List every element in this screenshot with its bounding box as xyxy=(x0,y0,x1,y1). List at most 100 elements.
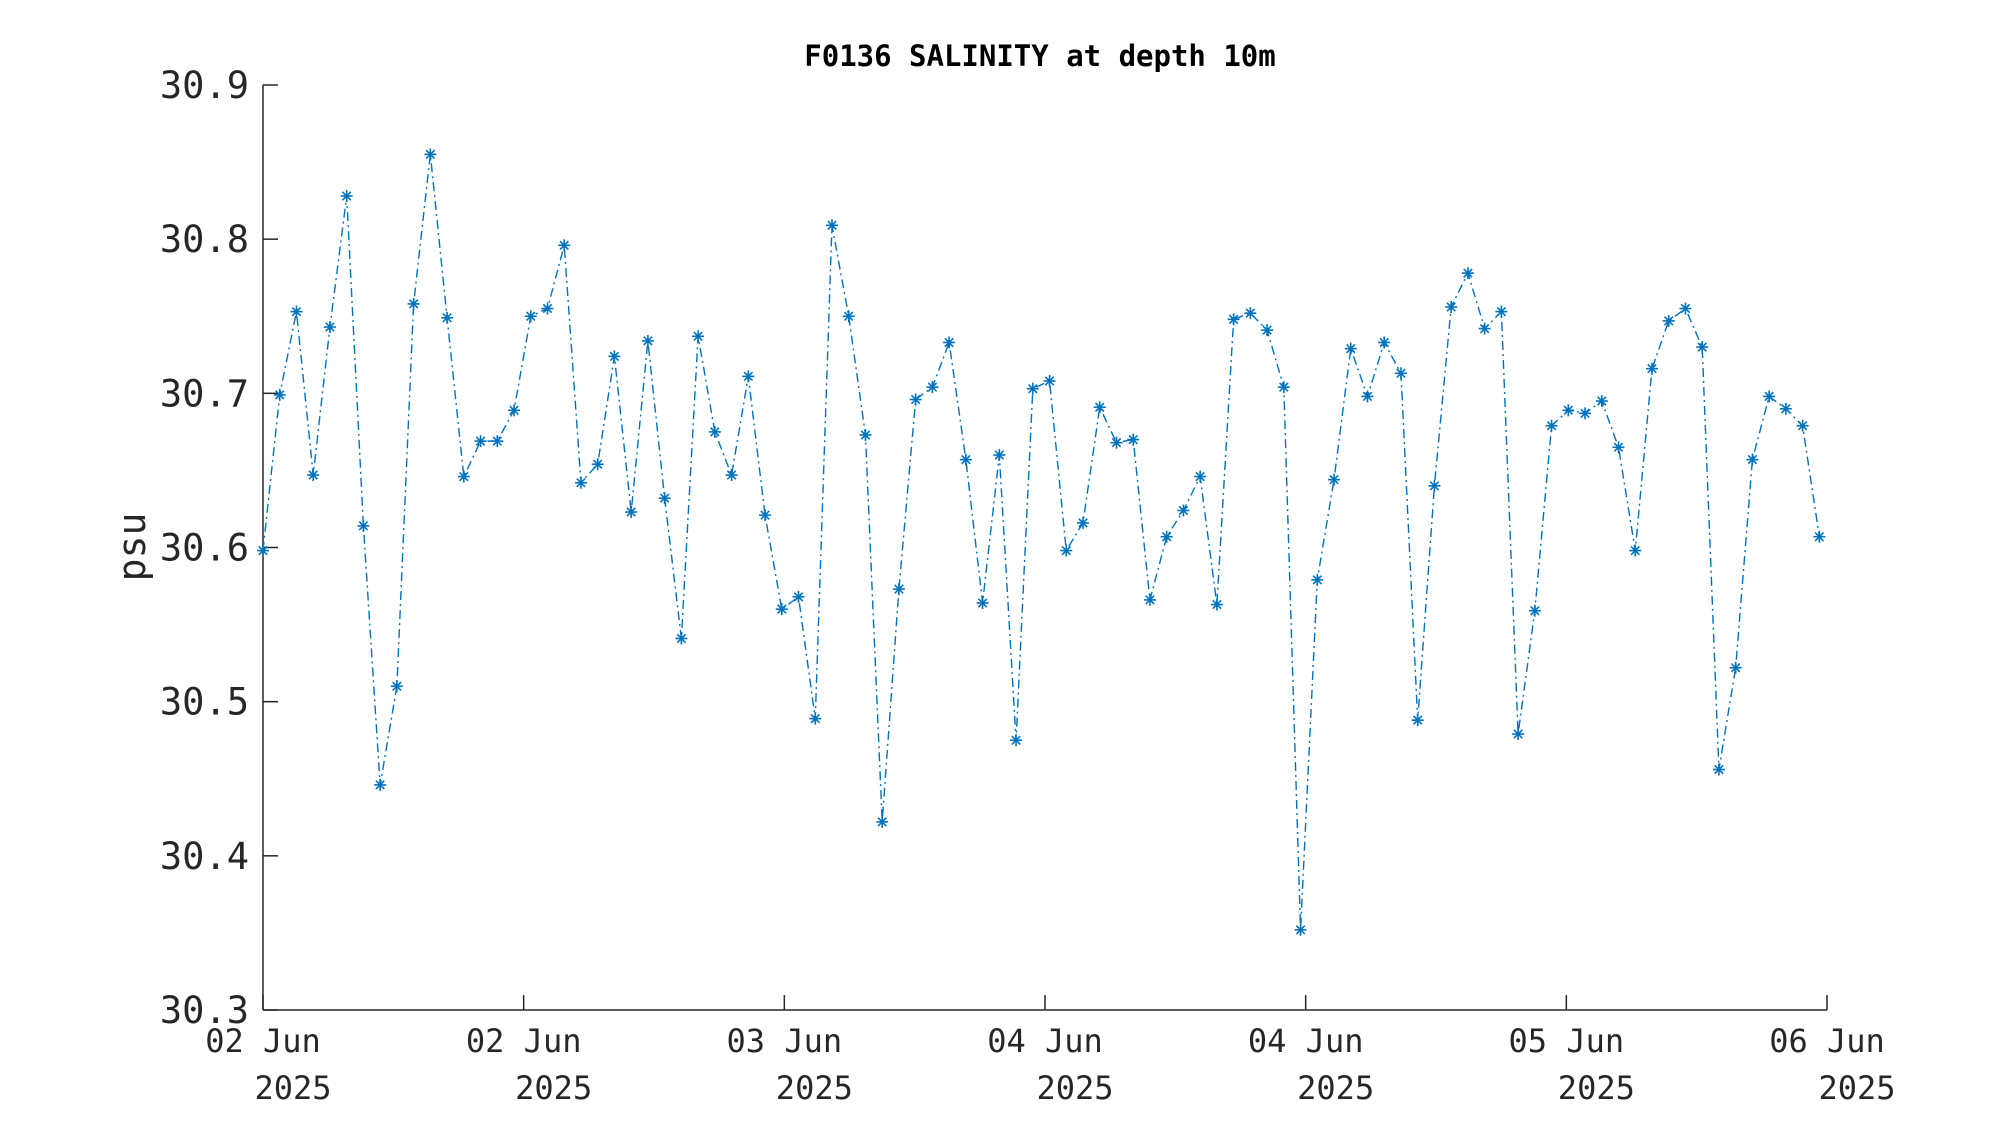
data-point xyxy=(508,404,521,417)
data-point xyxy=(524,310,537,323)
data-point xyxy=(1478,322,1491,335)
data-point xyxy=(926,381,939,394)
data-point xyxy=(1311,573,1324,586)
data-point xyxy=(625,506,638,519)
y-ticks: 30.3 30.4 30.5 30.6 30.7 30.8 30.9 xyxy=(160,64,278,1032)
x-tick-label-year: 2025 xyxy=(1036,1069,1113,1107)
data-point xyxy=(708,425,721,438)
data-point xyxy=(1779,402,1792,415)
x-tick-label-year: 2025 xyxy=(1818,1069,1895,1107)
x-tick-label-date: 02 Jun xyxy=(466,1022,582,1060)
data-point xyxy=(1026,382,1039,395)
data-point xyxy=(1428,479,1441,492)
data-point xyxy=(1394,367,1407,380)
data-point xyxy=(424,148,437,161)
y-tick-label: 30.7 xyxy=(160,372,249,415)
data-point xyxy=(290,305,303,318)
data-point xyxy=(993,449,1006,461)
data-point xyxy=(558,239,571,252)
data-point xyxy=(1579,407,1592,420)
data-point xyxy=(1277,381,1290,394)
data-point xyxy=(390,680,403,693)
data-point xyxy=(1411,714,1424,727)
data-point xyxy=(976,597,989,609)
data-point xyxy=(307,469,320,482)
y-tick-label: 30.5 xyxy=(160,681,249,724)
data-point xyxy=(491,435,504,448)
series-line xyxy=(262,154,1821,930)
data-point xyxy=(357,519,370,532)
data-point xyxy=(1528,604,1541,617)
data-point xyxy=(273,388,286,401)
data-point xyxy=(1763,390,1776,403)
x-ticks: 02 Jun 2025 02 Jun 2025 03 Jun 2025 04 Jun 2025… xyxy=(205,995,1896,1107)
data-point xyxy=(859,428,872,441)
y-tick-label: 30.6 xyxy=(160,527,249,570)
x-tick-label-year: 2025 xyxy=(1297,1069,1374,1107)
data-point xyxy=(474,435,487,448)
data-point xyxy=(825,219,838,232)
data-point xyxy=(1746,453,1759,466)
data-point xyxy=(1796,419,1809,432)
data-point xyxy=(1813,530,1826,543)
data-point xyxy=(675,632,688,645)
x-tick-label-date: 04 Jun xyxy=(1248,1022,1364,1060)
data-point xyxy=(257,544,269,557)
x-tick-label-year: 2025 xyxy=(1558,1069,1635,1107)
data-point xyxy=(441,311,454,324)
data-point xyxy=(842,310,855,323)
data-point xyxy=(1595,395,1608,408)
chart-title: F0136 SALINITY at depth 10m xyxy=(804,39,1275,73)
data-point xyxy=(692,330,705,343)
data-point xyxy=(909,393,922,406)
data-point xyxy=(1562,404,1575,417)
data-point xyxy=(608,350,621,363)
y-tick-label: 30.8 xyxy=(160,218,249,261)
x-tick-label-date: 05 Jun xyxy=(1509,1022,1625,1060)
data-point xyxy=(1227,313,1240,326)
y-tick-label: 30.3 xyxy=(160,989,249,1032)
x-tick-label-year: 2025 xyxy=(254,1069,331,1107)
data-point xyxy=(641,334,654,347)
data-point xyxy=(574,476,587,489)
y-tick-label: 30.4 xyxy=(160,835,249,878)
data-point xyxy=(407,297,420,310)
data-point xyxy=(1210,598,1223,611)
data-point xyxy=(1294,923,1307,936)
data-point xyxy=(1010,734,1023,747)
data-point xyxy=(725,469,738,482)
x-tick-label-date: 02 Jun xyxy=(205,1022,321,1060)
data-point xyxy=(876,815,889,828)
data-point xyxy=(1612,441,1625,454)
data-point xyxy=(1679,302,1692,315)
data-point xyxy=(1110,436,1123,449)
x-tick-label-year: 2025 xyxy=(776,1069,853,1107)
data-point xyxy=(658,492,671,505)
data-point xyxy=(1545,419,1558,432)
data-point xyxy=(1645,362,1658,375)
data-point xyxy=(1244,307,1257,320)
data-point xyxy=(340,190,353,202)
data-point xyxy=(1361,390,1374,403)
data-point xyxy=(1194,470,1207,483)
data-point xyxy=(1512,728,1525,741)
data-point xyxy=(775,603,788,616)
data-point xyxy=(792,590,805,603)
data-point xyxy=(1077,516,1090,529)
x-tick-label-date: 03 Jun xyxy=(727,1022,843,1060)
data-point xyxy=(591,458,604,471)
data-point xyxy=(1445,301,1458,313)
data-point xyxy=(1043,375,1056,387)
data-point xyxy=(1378,336,1391,349)
data-point xyxy=(1093,401,1106,414)
x-tick-label-date: 04 Jun xyxy=(987,1022,1103,1060)
data-point xyxy=(1160,530,1173,543)
data-point xyxy=(323,321,336,334)
data-point xyxy=(1177,504,1190,517)
data-point xyxy=(1127,433,1140,446)
data-point xyxy=(1328,473,1341,486)
data-point xyxy=(759,509,772,522)
x-tick-label-year: 2025 xyxy=(515,1069,592,1107)
data-point xyxy=(1629,544,1642,557)
